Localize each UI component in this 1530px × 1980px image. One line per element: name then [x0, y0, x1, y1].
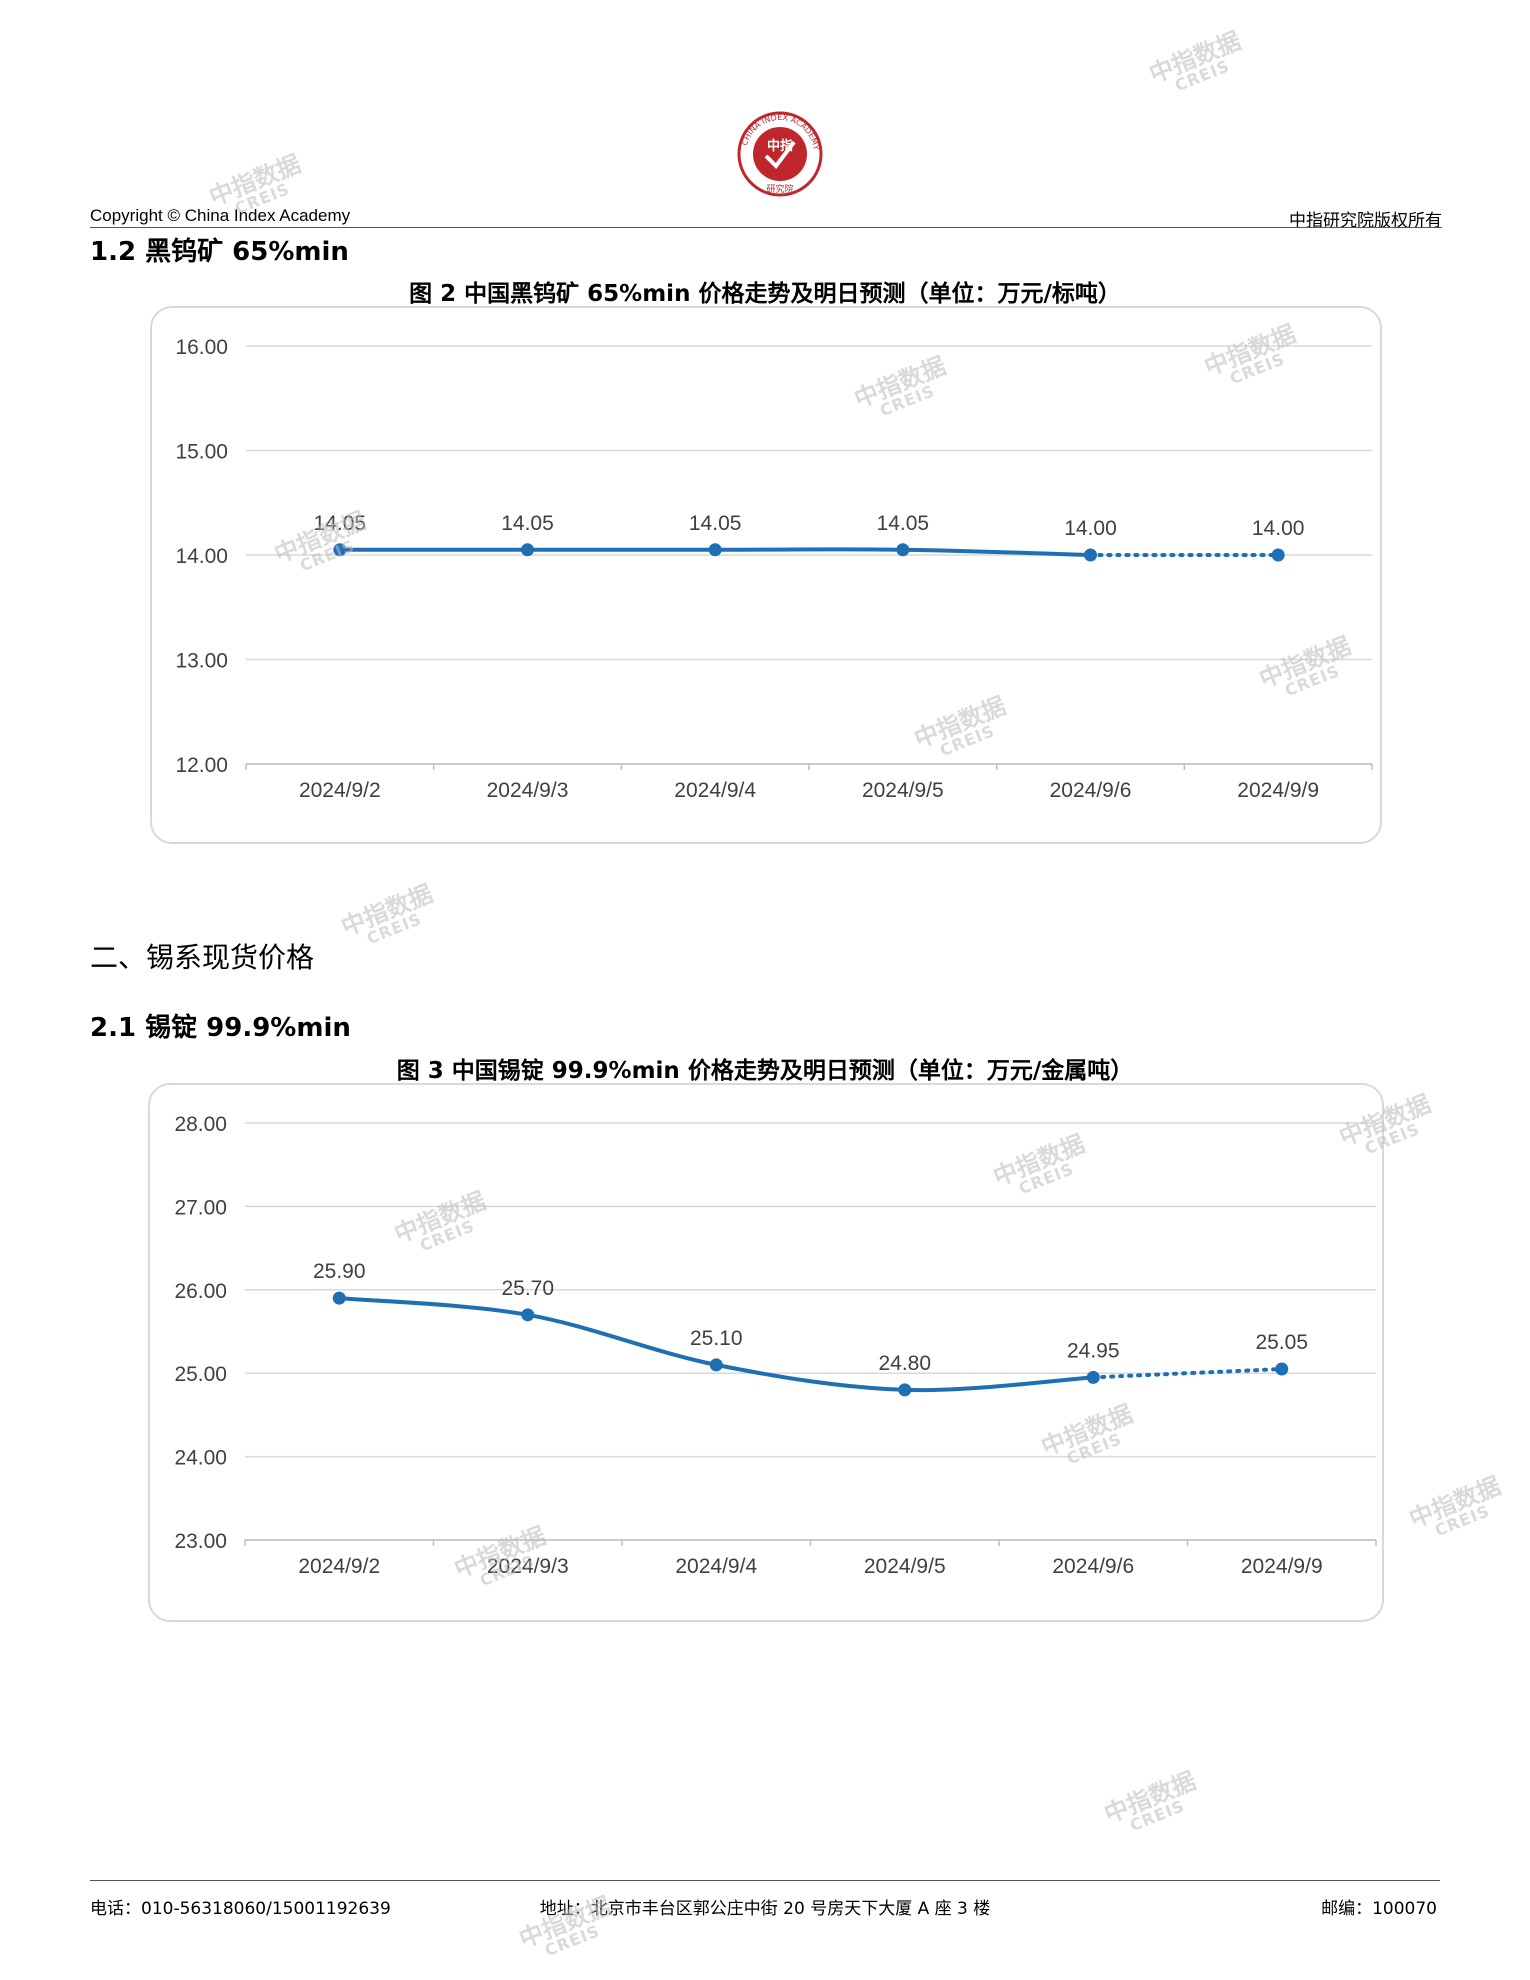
section-1-2-heading: 1.2 黑钨矿 65%min: [90, 237, 349, 267]
x-tick-label: 2024/9/9: [1237, 779, 1319, 802]
data-point: [1084, 548, 1097, 562]
watermark: 中指数据 CREIS: [337, 879, 437, 949]
data-label: 14.05: [877, 512, 930, 535]
footer-postcode: 邮编：100070: [1321, 1899, 1437, 1919]
data-point: [1271, 548, 1285, 562]
y-tick-label: 13.00: [175, 650, 228, 673]
data-point: [333, 543, 347, 557]
chart1-title: 图 2 中国黑钨矿 65%min 价格走势及明日预测（单位：万元/标吨）: [409, 281, 1121, 307]
data-point: [708, 543, 722, 557]
data-point: [332, 1291, 346, 1305]
data-point: [1275, 1362, 1289, 1376]
x-tick-label: 2024/9/6: [1052, 1555, 1134, 1578]
data-label: 25.90: [313, 1260, 366, 1283]
y-tick-label: 27.00: [174, 1196, 227, 1219]
chart2-plot: 23.00 24.00 25.00 26.00 27.00 28.00 2024/9/2 20…: [148, 1083, 1384, 1622]
data-label: 24.80: [878, 1352, 931, 1375]
watermark: 中指数据 CREIS: [1145, 26, 1245, 96]
y-tick-label: 16.00: [175, 336, 228, 359]
data-label: 14.05: [501, 512, 554, 535]
section-2-1-heading: 2.1 锡锭 99.9%min: [90, 1013, 351, 1043]
x-tick-label: 2024/9/3: [487, 779, 569, 802]
x-tick-label: 2024/9/5: [862, 779, 944, 802]
chart1-plot: 12.00 13.00 14.00 15.00 16.00 2024/9/2 2024/9/…: [150, 306, 1382, 844]
data-label: 14.05: [314, 512, 367, 535]
data-point: [521, 543, 534, 557]
y-tick-label: 28.00: [174, 1113, 227, 1136]
series-line-forecast: [1091, 1367, 1284, 1380]
x-tick-label: 2024/9/5: [864, 1555, 946, 1578]
y-tick-label: 25.00: [174, 1363, 227, 1386]
china-index-academy-logo: 中指 研究院 CHINA INDEX ACADEMY: [737, 111, 823, 197]
line-chart-svg: 23.00 24.00 25.00 26.00 27.00 28.00 2024/9/2 20…: [174, 1113, 1377, 1578]
rights-text: 中指研究院版权所有: [1289, 211, 1442, 231]
x-tick-label: 2024/9/2: [299, 779, 381, 802]
x-tick-label: 2024/9/4: [674, 779, 756, 802]
logo-center-text: 中指: [767, 138, 793, 154]
footer-divider: [90, 1880, 1440, 1881]
x-tick-label: 2024/9/4: [675, 1555, 757, 1578]
y-tick-label: 26.00: [174, 1280, 227, 1303]
logo-bottom-text: 研究院: [766, 183, 793, 195]
data-label: 14.05: [689, 512, 742, 535]
line-chart-svg: 12.00 13.00 14.00 15.00 16.00 2024/9/2 2024/9/…: [175, 336, 1373, 802]
x-tick-label: 2024/9/6: [1050, 779, 1132, 802]
x-tick-label: 2024/9/9: [1241, 1555, 1323, 1578]
data-point: [898, 1383, 912, 1397]
data-label: 25.05: [1255, 1331, 1308, 1354]
watermark: 中指数据 CREIS: [1100, 1766, 1200, 1836]
data-point: [1086, 1370, 1100, 1384]
x-tick-label: 2024/9/3: [487, 1555, 569, 1578]
y-tick-label: 14.00: [175, 545, 228, 568]
chart2-title: 图 3 中国锡锭 99.9%min 价格走势及明日预测（单位：万元/金属吨）: [396, 1058, 1134, 1084]
data-point: [521, 1308, 535, 1322]
y-tick-label: 12.00: [175, 754, 228, 777]
copyright-text: Copyright © China Index Academy: [90, 206, 351, 225]
y-tick-label: 24.00: [174, 1447, 227, 1470]
section-2-heading: 二、锡系现货价格: [90, 941, 315, 974]
data-label: 14.00: [1252, 517, 1305, 540]
footer-address: 地址：北京市丰台区郭公庄中街 20 号房天下大厦 A 座 3 楼: [539, 1899, 991, 1919]
data-label: 24.95: [1067, 1339, 1120, 1362]
data-point: [896, 543, 910, 557]
y-tick-label: 23.00: [174, 1530, 227, 1553]
watermark: 中指数据 CREIS: [1405, 1471, 1505, 1541]
data-label: 14.00: [1064, 517, 1117, 540]
header-divider: [90, 227, 1442, 228]
footer-phone: 电话：010-56318060/15001192639: [90, 1899, 391, 1919]
data-label: 25.10: [690, 1327, 743, 1350]
y-tick-label: 15.00: [175, 441, 228, 464]
data-point: [709, 1358, 723, 1372]
data-label: 25.70: [501, 1277, 554, 1300]
x-tick-label: 2024/9/2: [298, 1555, 380, 1578]
